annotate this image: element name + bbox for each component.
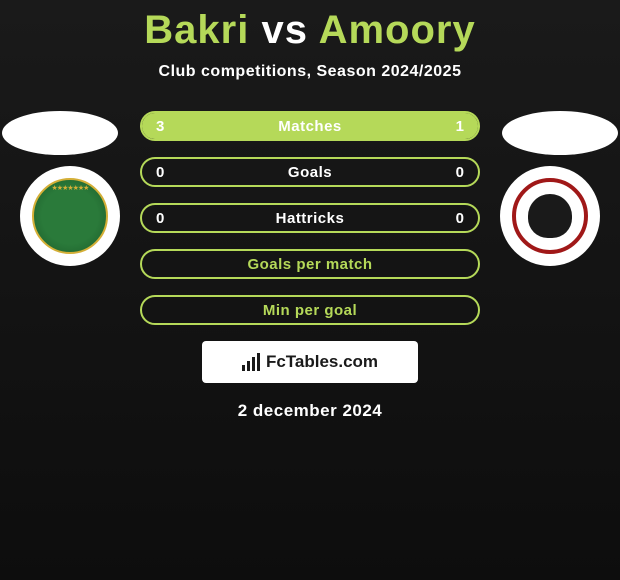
bar-label: Hattricks	[142, 210, 478, 227]
date-label: 2 december 2024	[0, 401, 620, 421]
player-left-name: Bakri	[144, 8, 249, 52]
branding-box: FcTables.com	[202, 341, 418, 383]
bar-label: Goals per match	[142, 256, 478, 273]
stat-bar: 31Matches	[140, 111, 480, 141]
stat-bar: Goals per match	[140, 249, 480, 279]
subtitle: Club competitions, Season 2024/2025	[0, 63, 620, 81]
club-left-badge	[32, 178, 108, 254]
bar-label: Min per goal	[142, 302, 478, 319]
club-right-badge	[512, 178, 588, 254]
stat-bar: 00Goals	[140, 157, 480, 187]
club-left-badge-wrapper	[20, 166, 120, 266]
branding-text: FcTables.com	[266, 352, 378, 372]
bar-label: Goals	[142, 164, 478, 181]
chart-icon	[242, 353, 260, 371]
comparison-title: Bakri vs Amoory	[0, 0, 620, 53]
stat-bar: Min per goal	[140, 295, 480, 325]
stat-bar: 00Hattricks	[140, 203, 480, 233]
comparison-content: 31Matches 00Goals 00Hattricks Goals per mat…	[0, 111, 620, 421]
vs-label: vs	[261, 8, 308, 52]
player-right-name: Amoory	[319, 8, 476, 52]
platform-right	[502, 111, 618, 155]
bar-label: Matches	[142, 118, 478, 135]
stat-bars: 31Matches 00Goals 00Hattricks Goals per mat…	[140, 111, 480, 325]
platform-left	[2, 111, 118, 155]
club-right-badge-wrapper	[500, 166, 600, 266]
